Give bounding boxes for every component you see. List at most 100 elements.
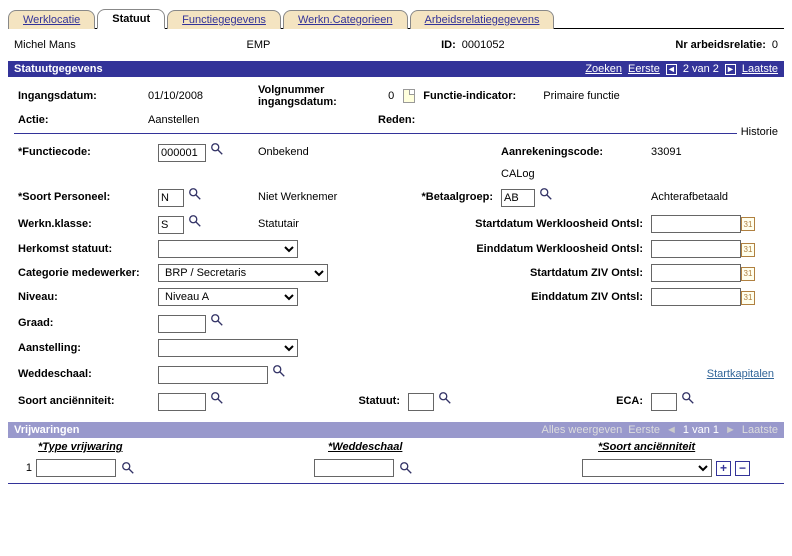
tab-werkncategorieen[interactable]: Werkn.Categorieen bbox=[283, 10, 408, 29]
lbl-eca: ECA: bbox=[497, 387, 647, 414]
tab-arbeidsrelatiegegevens[interactable]: Arbeidsrelatiegegevens bbox=[410, 10, 555, 29]
bottom-divider bbox=[8, 483, 784, 484]
lookup-werkn-klasse-icon[interactable] bbox=[187, 213, 203, 229]
sub-title: Vrijwaringen bbox=[14, 424, 79, 436]
rel-value: 0 bbox=[772, 39, 778, 51]
input-betaalgroep[interactable] bbox=[501, 189, 535, 207]
lbl-herkomst: Herkomst statuut: bbox=[14, 237, 154, 261]
tab-werklocatie[interactable]: Werklocatie bbox=[8, 10, 95, 29]
lookup-betaalgroep-icon[interactable] bbox=[538, 186, 554, 202]
link-zoeken[interactable]: Zoeken bbox=[585, 63, 622, 75]
sub-prev-icon[interactable]: ◄ bbox=[666, 424, 677, 436]
lbl-start-wl: Startdatum Werkloosheid Ontsl: bbox=[404, 210, 647, 237]
person-name: Michel Mans bbox=[14, 39, 76, 51]
lbl-aanstelling: Aanstelling: bbox=[14, 336, 154, 360]
val-volgnr: 0 bbox=[388, 90, 394, 102]
tab-statuut[interactable]: Statuut bbox=[97, 9, 165, 29]
input-vrij-type[interactable] bbox=[36, 459, 116, 477]
cal-start-wl-icon[interactable]: 31 bbox=[741, 217, 755, 231]
col-weddeschaal: *Weddeschaal bbox=[328, 441, 598, 453]
input-soort-anc[interactable] bbox=[158, 393, 206, 411]
select-aanstelling[interactable] bbox=[158, 339, 298, 357]
rel-label: Nr arbeidsrelatie: bbox=[675, 39, 765, 51]
sub-next-icon[interactable]: ► bbox=[725, 424, 736, 436]
select-herkomst[interactable] bbox=[158, 240, 298, 258]
lbl-graad: Graad: bbox=[14, 309, 154, 336]
val-actie: Aanstellen bbox=[144, 111, 254, 129]
lookup-vrij-type-icon[interactable] bbox=[120, 460, 136, 476]
input-eind-ziv[interactable] bbox=[651, 288, 741, 306]
val-werkn-klasse-desc: Statutair bbox=[254, 210, 404, 237]
lbl-soort-anc: Soort anciënniteit: bbox=[14, 387, 154, 414]
input-werkn-klasse[interactable] bbox=[158, 216, 184, 234]
val-betaalgroep-desc: Achterafbetaald bbox=[647, 183, 778, 210]
lbl-aanrekeningscode: Aanrekeningscode: bbox=[497, 138, 647, 165]
input-vrij-wedde[interactable] bbox=[314, 459, 394, 477]
note-icon[interactable] bbox=[403, 89, 415, 103]
lbl-niveau: Niveau: bbox=[14, 285, 154, 309]
link-eerste[interactable]: Eerste bbox=[628, 63, 660, 75]
sub-laatste: Laatste bbox=[742, 424, 778, 436]
section-statuutgegevens-header: Statuutgegevens Zoeken Eerste ◄ 2 van 2 … bbox=[8, 61, 784, 77]
panel-top: Ingangsdatum: 01/10/2008 Volgnummer inga… bbox=[8, 77, 784, 422]
lookup-graad-icon[interactable] bbox=[209, 312, 225, 328]
add-row-icon[interactable]: + bbox=[716, 461, 731, 476]
cal-eind-ziv-icon[interactable]: 31 bbox=[741, 291, 755, 305]
subsection-vrijwaringen-header: Vrijwaringen Alles weergeven Eerste ◄ 1 … bbox=[8, 422, 784, 438]
cal-start-ziv-icon[interactable]: 31 bbox=[741, 267, 755, 281]
input-graad[interactable] bbox=[158, 315, 206, 333]
select-niveau[interactable]: Niveau A bbox=[158, 288, 298, 306]
val-soort-personeel-desc: Niet Werknemer bbox=[254, 183, 404, 210]
lbl-eind-ziv: Einddatum ZIV Ontsl: bbox=[404, 285, 647, 309]
lbl-categorie: Categorie medewerker: bbox=[14, 261, 154, 285]
lookup-statuut-icon[interactable] bbox=[437, 390, 453, 406]
lookup-eca-icon[interactable] bbox=[680, 390, 696, 406]
input-functiecode[interactable] bbox=[158, 144, 206, 162]
lbl-historie: Historie bbox=[737, 126, 778, 138]
sub-counter: 1 van 1 bbox=[683, 424, 719, 436]
input-statuut[interactable] bbox=[408, 393, 434, 411]
input-eca[interactable] bbox=[651, 393, 677, 411]
lbl-ingangsdatum: Ingangsdatum: bbox=[14, 81, 144, 111]
val-functie-indicator: Primaire functie bbox=[539, 81, 778, 111]
input-start-ziv[interactable] bbox=[651, 264, 741, 282]
input-weddeschaal[interactable] bbox=[158, 366, 268, 384]
val-calog: CALog bbox=[497, 165, 778, 183]
lbl-reden: Reden: bbox=[374, 111, 419, 129]
person-info-row: Michel Mans EMP ID: 0001052 Nr arbeidsre… bbox=[8, 35, 784, 61]
nav-next-icon[interactable]: ► bbox=[725, 64, 736, 75]
lookup-functiecode-icon[interactable] bbox=[209, 141, 225, 157]
lookup-soort-anc-icon[interactable] bbox=[209, 390, 225, 406]
lbl-volgnr: Volgnummer ingangsdatum: bbox=[254, 81, 374, 111]
link-laatste[interactable]: Laatste bbox=[742, 63, 778, 75]
vrij-columns: *Type vrijwaring *Weddeschaal *Soort anc… bbox=[8, 438, 784, 457]
lbl-eind-wl: Einddatum Werkloosheid Ontsl: bbox=[404, 237, 647, 261]
lookup-soort-personeel-icon[interactable] bbox=[187, 186, 203, 202]
divider-historie: Historie bbox=[14, 133, 778, 134]
lbl-actie: Actie: bbox=[14, 111, 144, 129]
sub-eerste: Eerste bbox=[628, 424, 660, 436]
input-soort-personeel[interactable] bbox=[158, 189, 184, 207]
remove-row-icon[interactable]: − bbox=[735, 461, 750, 476]
person-type: EMP bbox=[247, 39, 271, 51]
select-categorie[interactable]: BRP / Secretaris bbox=[158, 264, 328, 282]
col-soort-anc: *Soort anciënniteit bbox=[598, 441, 778, 453]
lbl-statuut-field: Statuut: bbox=[254, 387, 404, 414]
lookup-weddeschaal-icon[interactable] bbox=[271, 363, 287, 379]
col-type: *Type vrijwaring bbox=[38, 441, 328, 453]
tab-bar: Werklocatie Statuut Functiegegevens Werk… bbox=[8, 8, 784, 29]
vrij-row: 1 + − bbox=[8, 457, 784, 483]
link-alles-weergeven[interactable]: Alles weergeven bbox=[542, 424, 623, 436]
tab-functiegegevens[interactable]: Functiegegevens bbox=[167, 10, 281, 29]
lookup-vrij-wedde-icon[interactable] bbox=[398, 460, 414, 476]
select-vrij-soort-anc[interactable] bbox=[582, 459, 712, 477]
lbl-functie-indicator: Functie-indicator: bbox=[419, 81, 539, 111]
nav-prev-icon[interactable]: ◄ bbox=[666, 64, 677, 75]
lbl-soort-personeel: *Soort Personeel: bbox=[14, 183, 154, 210]
lbl-betaalgroep: *Betaalgroep: bbox=[404, 183, 497, 210]
vrij-rownum: 1 bbox=[14, 462, 32, 474]
cal-eind-wl-icon[interactable]: 31 bbox=[741, 243, 755, 257]
input-start-wl[interactable] bbox=[651, 215, 741, 233]
link-startkapitalen[interactable]: Startkapitalen bbox=[707, 368, 774, 380]
input-eind-wl[interactable] bbox=[651, 240, 741, 258]
